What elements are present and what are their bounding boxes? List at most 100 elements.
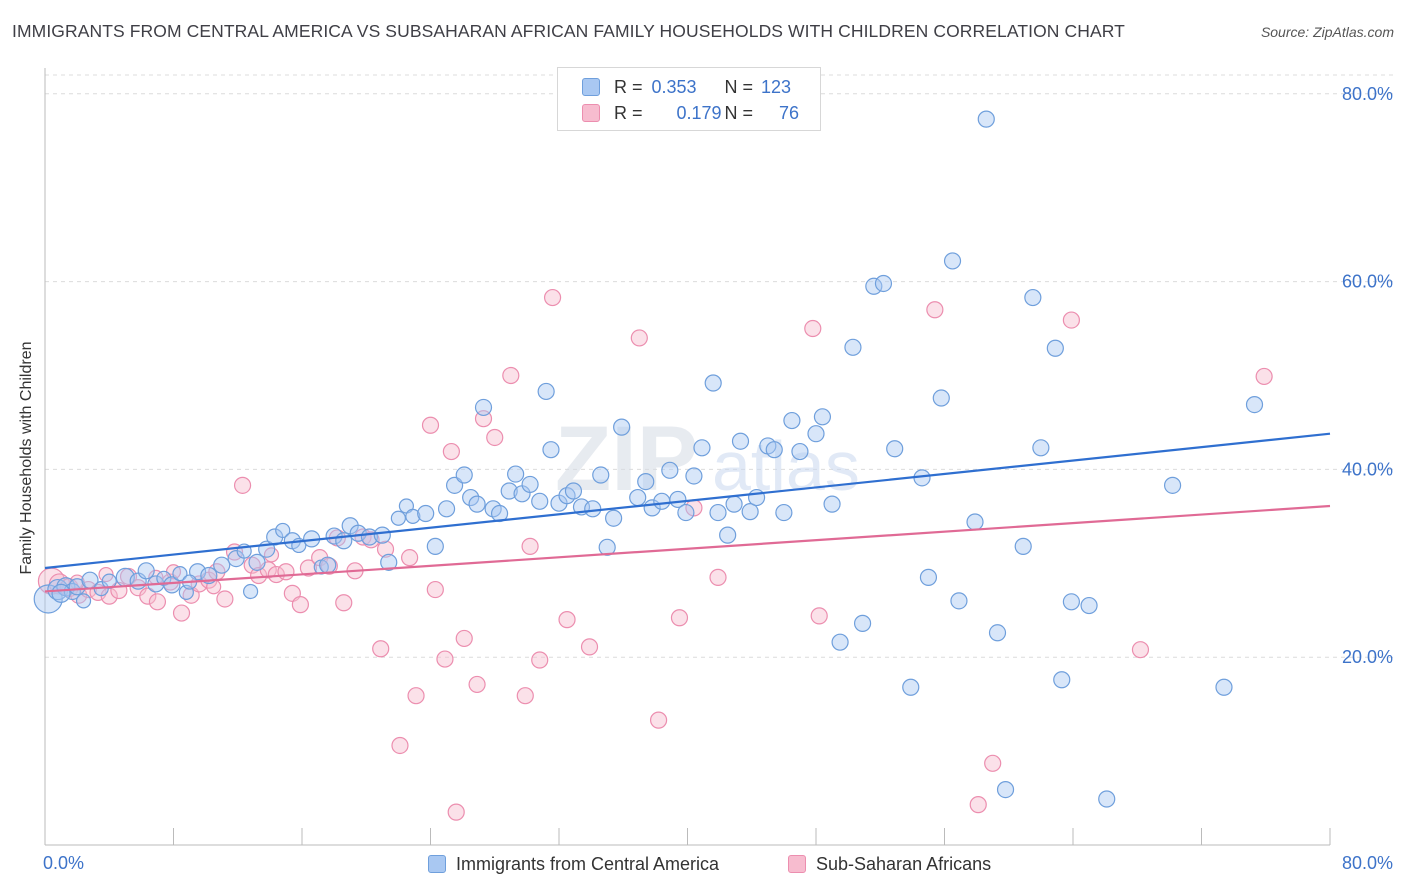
legend-swatch-pink bbox=[582, 104, 600, 122]
central-america-point bbox=[75, 593, 92, 609]
central-america-trend-line bbox=[44, 432, 1331, 570]
central-america-point bbox=[977, 110, 995, 128]
bottom-legend-central-america[interactable]: Immigrants from Central America bbox=[428, 852, 719, 876]
central-america-point bbox=[521, 475, 539, 494]
sub-saharan-point bbox=[486, 428, 504, 447]
central-america-point bbox=[598, 538, 616, 556]
central-america-point bbox=[1062, 593, 1080, 611]
central-america-point bbox=[507, 465, 525, 483]
central-america-point bbox=[462, 488, 480, 507]
sub-saharan-point bbox=[216, 590, 234, 608]
central-america-point bbox=[807, 425, 825, 443]
sub-saharan-point bbox=[148, 593, 167, 611]
legend-n-value: 76 bbox=[779, 102, 800, 123]
sub-saharan-point bbox=[436, 650, 454, 668]
central-america-point bbox=[1163, 476, 1182, 494]
central-america-point bbox=[783, 411, 801, 430]
sub-saharan-point bbox=[558, 611, 576, 629]
central-america-point bbox=[373, 526, 391, 544]
sub-saharan-point bbox=[630, 329, 648, 347]
central-america-point bbox=[564, 482, 583, 500]
central-america-point bbox=[605, 509, 623, 527]
central-america-point bbox=[243, 583, 259, 600]
sub-saharan-point bbox=[250, 566, 268, 585]
bottom-legend-sub-saharan[interactable]: Sub-Saharan Africans bbox=[788, 852, 991, 876]
y-tick-label: 60.0% bbox=[1342, 272, 1393, 292]
sub-saharan-point bbox=[139, 587, 157, 605]
central-america-point bbox=[455, 466, 473, 484]
legend-row-central-america: R = 0.353 N = 123 bbox=[582, 75, 791, 99]
sub-saharan-point bbox=[372, 640, 390, 658]
central-america-point bbox=[865, 277, 883, 295]
x-tick-label: 0.0% bbox=[43, 853, 84, 873]
sub-saharan-point bbox=[502, 366, 520, 385]
central-america-point bbox=[661, 461, 679, 479]
central-america-point bbox=[584, 500, 602, 518]
sub-saharan-point bbox=[543, 288, 562, 307]
central-america-point bbox=[349, 524, 367, 542]
central-america-point bbox=[426, 537, 444, 555]
sub-saharan-point bbox=[376, 540, 395, 558]
sub-saharan-point bbox=[233, 476, 252, 494]
legend-r-value: 0.353 bbox=[651, 76, 697, 97]
central-america-point bbox=[874, 274, 893, 293]
legend-n-label: N = bbox=[724, 102, 754, 123]
central-america-point bbox=[886, 440, 904, 458]
sub-saharan-point bbox=[447, 803, 465, 821]
central-america-point bbox=[693, 439, 711, 457]
sub-saharan-point bbox=[670, 609, 689, 627]
central-america-point bbox=[248, 553, 266, 571]
sub-saharan-point bbox=[1255, 367, 1273, 386]
central-america-point bbox=[813, 408, 832, 426]
central-america-point bbox=[653, 492, 671, 510]
central-america-point bbox=[943, 252, 962, 270]
sub-saharan-point bbox=[984, 754, 1002, 772]
sub-saharan-point bbox=[442, 442, 460, 461]
central-america-point bbox=[1215, 678, 1233, 696]
central-america-point bbox=[380, 553, 398, 571]
sub-saharan-point bbox=[804, 319, 822, 338]
chart-title: IMMIGRANTS FROM CENTRAL AMERICA VS SUBSA… bbox=[12, 21, 1125, 41]
legend-swatch-blue bbox=[582, 78, 600, 96]
central-america-point bbox=[709, 503, 727, 522]
sub-saharan-point bbox=[455, 629, 473, 648]
central-america-point bbox=[791, 442, 809, 461]
axes bbox=[44, 68, 1331, 846]
central-america-point bbox=[831, 633, 849, 651]
central-america-point bbox=[592, 466, 610, 484]
watermark-zip: ZIP bbox=[555, 408, 698, 510]
y-tick-label: 80.0% bbox=[1342, 84, 1393, 104]
central-america-point bbox=[51, 583, 71, 603]
central-america-point bbox=[500, 482, 518, 500]
central-america-point bbox=[629, 488, 647, 507]
central-america-point bbox=[1080, 596, 1098, 615]
source-label: Source: ZipAtlas.com bbox=[1260, 24, 1394, 40]
central-america-point bbox=[417, 504, 435, 523]
central-america-point bbox=[1024, 288, 1042, 307]
central-america-point bbox=[275, 522, 291, 539]
central-america-point bbox=[163, 576, 181, 594]
sub-saharan-point bbox=[521, 537, 539, 555]
watermark: ZIP atlas bbox=[555, 408, 860, 510]
sub-saharan-point bbox=[277, 563, 295, 581]
legend-n-label: N = bbox=[724, 76, 754, 97]
y-tick-label: 20.0% bbox=[1342, 647, 1393, 667]
central-america-point bbox=[775, 503, 793, 522]
central-america-point bbox=[685, 467, 703, 485]
central-america-point bbox=[172, 566, 188, 582]
central-america-point bbox=[725, 495, 743, 513]
sub-saharan-point bbox=[172, 604, 191, 622]
central-america-point bbox=[669, 490, 687, 509]
legend-n-value: 123 bbox=[761, 76, 792, 97]
central-america-point bbox=[853, 614, 872, 632]
sub-saharan-point bbox=[291, 596, 309, 614]
bottom-legend-label: Immigrants from Central America bbox=[456, 853, 720, 874]
sub-saharan-point bbox=[407, 687, 425, 705]
central-america-point bbox=[531, 492, 549, 510]
watermark-atlas: atlas bbox=[712, 427, 860, 505]
central-america-point bbox=[677, 503, 695, 522]
central-america-point bbox=[765, 441, 783, 459]
central-america-point bbox=[719, 526, 737, 544]
sub-saharan-point bbox=[709, 568, 727, 586]
central-america-point bbox=[390, 510, 406, 526]
